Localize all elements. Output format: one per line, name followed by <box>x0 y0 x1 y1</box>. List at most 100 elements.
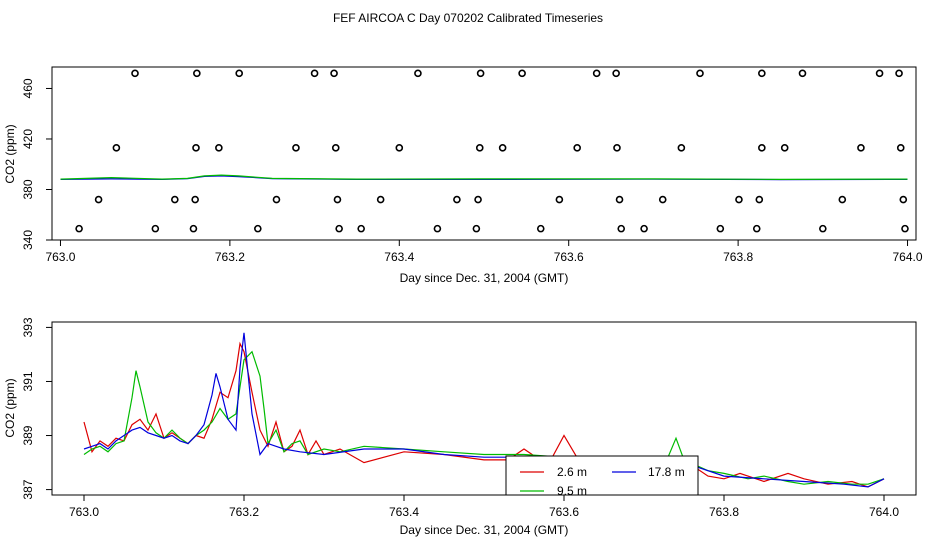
top-x-tick-label: 763.6 <box>554 250 584 264</box>
top-data-point <box>755 195 764 204</box>
bottom-x-tick-label: 763.2 <box>229 505 259 519</box>
top-y-tick-label: 380 <box>21 179 35 199</box>
legend-label-17-8m: 17.8 m <box>648 465 685 479</box>
top-data-point <box>472 224 481 233</box>
bottom-x-tick-label: 763.6 <box>549 505 579 519</box>
top-data-point <box>151 224 160 233</box>
bottom-y-tick-label: 389 <box>21 425 35 445</box>
figure-title: FEF AIRCOA C Day 070202 Calibrated Times… <box>333 11 603 25</box>
top-data-point <box>474 195 482 204</box>
bottom-x-tick-label: 764.0 <box>869 505 899 519</box>
top-data-point <box>735 195 743 204</box>
top-data-point <box>640 224 648 233</box>
bottom-y-axis-label: CO2 (ppm) <box>3 378 17 437</box>
top-data-point <box>192 144 200 152</box>
legend-box <box>505 455 699 496</box>
top-data-point <box>395 144 404 152</box>
top-data-point <box>215 144 223 152</box>
top-x-tick-label: 763.0 <box>45 250 75 264</box>
top-data-point <box>518 69 526 78</box>
top-y-tick-label: 420 <box>21 129 35 149</box>
top-data-point <box>696 69 704 78</box>
top-data-point <box>94 195 103 204</box>
top-x-axis-label: Day since Dec. 31, 2004 (GMT) <box>400 271 569 285</box>
legend: 2.6 m 17.8 m 9.5 m <box>505 455 699 498</box>
top-y-tick-label: 460 <box>21 78 35 98</box>
top-data-point <box>235 69 243 78</box>
top-data-point <box>536 224 545 233</box>
top-data-point <box>899 195 908 204</box>
top-data-point <box>414 69 422 78</box>
top-data-point <box>615 195 624 204</box>
top-data-point <box>838 195 847 204</box>
top-y-axis: 340 380 420 460 <box>21 78 53 250</box>
top-data-point <box>895 69 903 78</box>
top-data-point <box>171 195 179 204</box>
bottom-series-line-2-6-m <box>83 341 885 488</box>
bottom-panel: 763.0 763.2 763.4 763.6 763.8 764.0 387 389 391… <box>3 317 917 537</box>
top-panel: 763.0 763.2 763.4 763.6 763.8 764.0 340 380 420… <box>3 66 923 285</box>
top-x-tick-label: 763.2 <box>215 250 245 264</box>
top-data-point <box>357 224 365 233</box>
top-data-point <box>613 144 621 152</box>
top-data-point <box>752 224 761 233</box>
bottom-y-tick-label: 393 <box>21 317 35 337</box>
top-y-tick-label: 340 <box>21 230 35 250</box>
bottom-plot-frame <box>51 321 917 496</box>
top-data-point <box>612 69 620 78</box>
bottom-series-line-9-5-m <box>83 350 885 485</box>
bottom-x-tick-label: 763.0 <box>69 505 99 519</box>
top-data-point <box>475 144 484 152</box>
top-data-point <box>658 195 667 204</box>
top-data-point <box>453 195 461 204</box>
top-data-point <box>292 144 300 152</box>
top-data-point <box>335 224 343 233</box>
top-data-point <box>498 144 507 152</box>
top-data-point <box>758 144 766 152</box>
bottom-x-axis: 763.0 763.2 763.4 763.6 763.8 764.0 <box>69 494 899 519</box>
top-data-point <box>75 224 83 233</box>
top-x-tick-label: 764.0 <box>893 250 923 264</box>
top-x-tick-label: 763.8 <box>723 250 753 264</box>
top-data-point <box>896 144 905 152</box>
top-data-point <box>376 195 385 204</box>
top-data-point <box>555 195 564 204</box>
top-data-point <box>819 224 827 233</box>
top-y-axis-label: CO2 (ppm) <box>3 124 17 183</box>
top-data-point <box>330 69 338 78</box>
top-data-point <box>875 69 884 78</box>
top-data-point <box>189 224 198 233</box>
top-data-point <box>193 69 201 78</box>
top-data-point <box>617 224 626 233</box>
top-series-line-2 <box>60 174 908 180</box>
legend-label-2-6m: 2.6 m <box>557 465 587 479</box>
top-data-point <box>798 69 807 78</box>
bottom-y-tick-label: 391 <box>21 371 35 391</box>
bottom-series-line-17-8-m <box>83 332 885 488</box>
top-x-tick-label: 763.4 <box>384 250 414 264</box>
top-lines <box>60 174 908 181</box>
top-data-point <box>592 69 601 78</box>
bottom-x-axis-label: Day since Dec. 31, 2004 (GMT) <box>400 523 569 537</box>
top-data-point <box>476 69 485 78</box>
bottom-lines <box>83 332 885 488</box>
top-data-point <box>716 224 725 233</box>
bottom-x-tick-label: 763.8 <box>709 505 739 519</box>
legend-label-9-5m: 9.5 m <box>557 484 587 498</box>
top-data-point <box>433 224 442 233</box>
top-x-axis: 763.0 763.2 763.4 763.6 763.8 764.0 <box>45 239 923 264</box>
top-data-point <box>310 69 319 78</box>
top-data-point <box>254 224 262 233</box>
top-data-point <box>191 195 199 204</box>
top-data-point <box>901 224 909 233</box>
top-data-point <box>857 144 865 152</box>
bottom-x-tick-label: 763.4 <box>389 505 419 519</box>
top-data-point <box>677 144 686 152</box>
top-data-point <box>333 195 342 204</box>
top-data-point <box>780 144 789 152</box>
top-points <box>75 69 909 233</box>
top-data-point <box>112 144 121 152</box>
top-data-point <box>272 195 281 204</box>
top-data-point <box>573 144 581 152</box>
